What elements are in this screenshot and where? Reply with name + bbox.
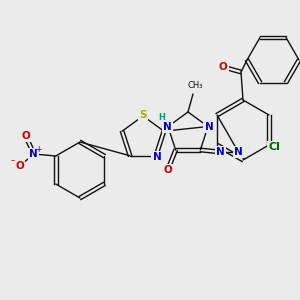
Text: N: N [29, 149, 38, 159]
Text: N: N [216, 147, 225, 157]
Text: H: H [159, 113, 166, 122]
Text: +: + [36, 145, 42, 154]
Text: –: – [11, 157, 15, 166]
Text: O: O [15, 161, 24, 171]
Text: N: N [205, 122, 213, 131]
Text: N: N [163, 122, 171, 131]
Text: S: S [139, 110, 147, 120]
Text: N: N [234, 147, 243, 157]
Text: O: O [219, 62, 227, 72]
Text: O: O [163, 165, 172, 175]
Text: CH₃: CH₃ [187, 82, 203, 91]
Text: Cl: Cl [268, 142, 280, 152]
Text: N: N [153, 152, 161, 162]
Text: O: O [21, 131, 30, 141]
